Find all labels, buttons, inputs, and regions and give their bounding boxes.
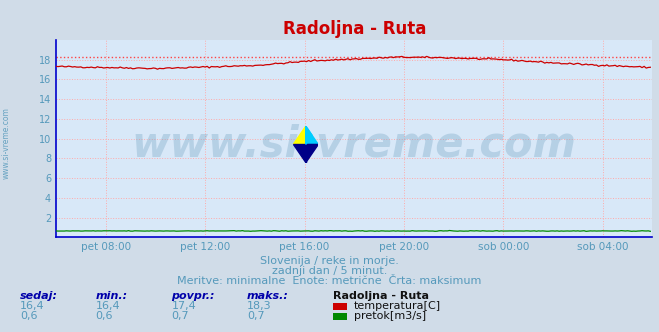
Text: 0,7: 0,7: [247, 311, 265, 321]
Text: temperatura[C]: temperatura[C]: [354, 301, 441, 311]
Polygon shape: [306, 126, 312, 144]
Text: min.:: min.:: [96, 291, 128, 301]
Text: 17,4: 17,4: [171, 301, 196, 311]
Text: 0,6: 0,6: [20, 311, 38, 321]
Text: maks.:: maks.:: [247, 291, 289, 301]
Text: 0,6: 0,6: [96, 311, 113, 321]
Polygon shape: [306, 126, 318, 144]
Title: Radoljna - Ruta: Radoljna - Ruta: [283, 20, 426, 38]
Text: www.si-vreme.com: www.si-vreme.com: [2, 107, 11, 179]
Text: sedaj:: sedaj:: [20, 291, 58, 301]
Polygon shape: [293, 126, 306, 144]
Polygon shape: [293, 144, 306, 163]
Text: povpr.:: povpr.:: [171, 291, 215, 301]
Text: zadnji dan / 5 minut.: zadnji dan / 5 minut.: [272, 266, 387, 276]
Text: 16,4: 16,4: [20, 301, 44, 311]
Text: www.si-vreme.com: www.si-vreme.com: [132, 124, 577, 166]
Text: 16,4: 16,4: [96, 301, 120, 311]
Text: Radoljna - Ruta: Radoljna - Ruta: [333, 291, 429, 301]
Text: 18,3: 18,3: [247, 301, 272, 311]
Text: Slovenija / reke in morje.: Slovenija / reke in morje.: [260, 256, 399, 266]
Text: Meritve: minimalne  Enote: metrične  Črta: maksimum: Meritve: minimalne Enote: metrične Črta:…: [177, 276, 482, 286]
Text: 0,7: 0,7: [171, 311, 189, 321]
Text: pretok[m3/s]: pretok[m3/s]: [354, 311, 426, 321]
Polygon shape: [306, 144, 318, 163]
